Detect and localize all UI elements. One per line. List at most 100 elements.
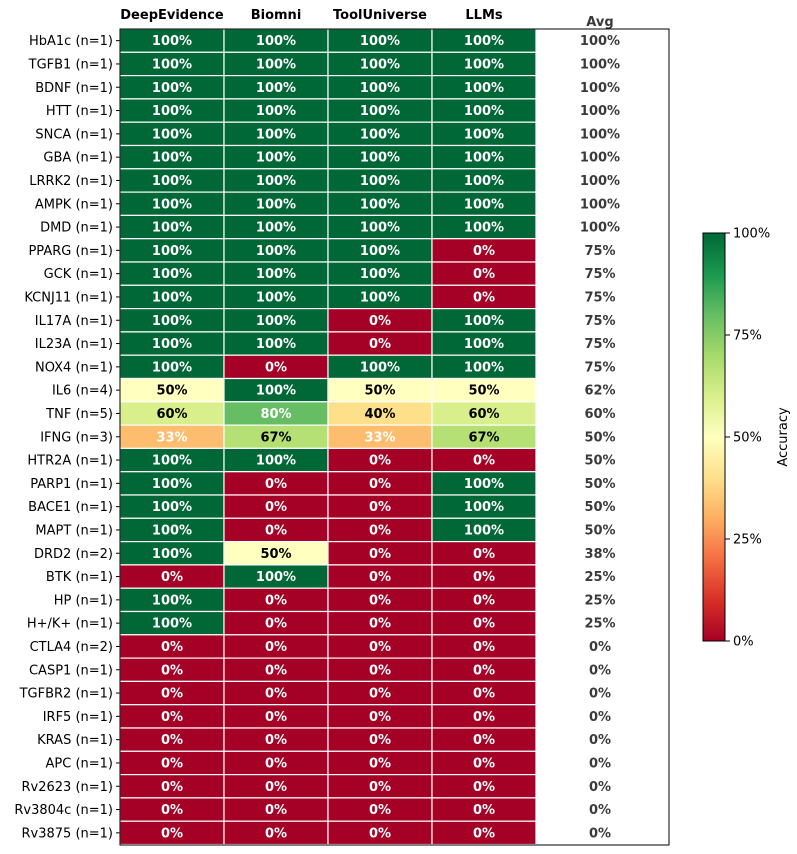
cell-label: 100% [464, 174, 504, 189]
cell-label: 0% [473, 570, 495, 585]
cell-label: 100% [256, 174, 296, 189]
cell-label: 100% [152, 314, 192, 329]
cell-label: 100% [152, 593, 192, 608]
cell-label: 0% [265, 523, 287, 538]
cell-label: 67% [468, 430, 499, 445]
cell-label: 0% [265, 687, 287, 702]
row-label: BDNF (n=1) [35, 81, 113, 96]
cell-label: 0% [369, 803, 391, 818]
colorbar-tick-label: 75% [733, 329, 762, 344]
cell-label: 0% [473, 290, 495, 305]
cell-label: 100% [360, 221, 400, 236]
cell-label: 100% [464, 221, 504, 236]
cell-label: 0% [161, 733, 183, 748]
avg-value: 60% [584, 407, 615, 422]
avg-value: 25% [584, 593, 615, 608]
avg-value: 0% [589, 710, 611, 725]
colorbar-tick-label: 50% [733, 431, 762, 446]
cell-label: 0% [369, 314, 391, 329]
cell-label: 0% [265, 780, 287, 795]
avg-value: 62% [584, 384, 615, 399]
cell-label: 100% [360, 127, 400, 142]
row-label: BACE1 (n=1) [28, 500, 113, 515]
cell-label: 100% [152, 34, 192, 49]
cell-label: 0% [369, 617, 391, 632]
cell-label: 0% [473, 826, 495, 841]
cell-label: 33% [364, 430, 395, 445]
row-label: HbA1c (n=1) [29, 34, 113, 49]
row-label: PPARG (n=1) [28, 244, 113, 259]
cell-label: 0% [265, 593, 287, 608]
row-labels: HbA1c (n=1) TGFB1 (n=1) BDNF (n=1) HTT (n=1… [14, 34, 120, 841]
cell-label: 100% [464, 57, 504, 72]
row-label: TNF (n=5) [45, 407, 113, 422]
avg-value: 100% [580, 197, 620, 212]
column-header: ToolUniverse [333, 8, 427, 23]
cell-label: 0% [369, 663, 391, 678]
cell-label: 0% [369, 687, 391, 702]
avg-header: Avg [586, 15, 613, 30]
row-label: GBA (n=1) [43, 151, 113, 166]
cell-label: 0% [265, 617, 287, 632]
row-label: HP (n=1) [54, 593, 113, 608]
row-label: DMD (n=1) [40, 221, 113, 236]
cell-label: 100% [464, 337, 504, 352]
cell-label: 100% [464, 523, 504, 538]
cell-label: 0% [473, 803, 495, 818]
cell-label: 0% [161, 663, 183, 678]
row-label: IL17A (n=1) [35, 314, 113, 329]
cell-label: 100% [256, 384, 296, 399]
cell-label: 50% [364, 384, 395, 399]
avg-value: 0% [589, 687, 611, 702]
avg-column: Avg 100% 100% 100% 100% 100% 100% 100% 100% 100%… [580, 15, 620, 841]
cell-label: 0% [473, 663, 495, 678]
row-label: TGFBR2 (n=1) [19, 687, 113, 702]
avg-value: 38% [584, 547, 615, 562]
cell-label: 100% [152, 197, 192, 212]
avg-value: 50% [584, 454, 615, 469]
cell-label: 100% [152, 547, 192, 562]
cell-label: 0% [369, 500, 391, 515]
row-label: APC (n=1) [46, 756, 114, 771]
cell-label: 50% [156, 384, 187, 399]
row-label: LRRK2 (n=1) [29, 174, 113, 189]
cell-label: 100% [152, 267, 192, 282]
cell-label: 0% [161, 826, 183, 841]
cell-label: 100% [360, 360, 400, 375]
cell-label: 100% [152, 360, 192, 375]
cell-label: 0% [265, 710, 287, 725]
colorbar-tick-label: 25% [733, 533, 762, 548]
cell-label: 100% [464, 34, 504, 49]
cell-label: 100% [152, 151, 192, 166]
cell-label: 100% [360, 57, 400, 72]
cell-label: 100% [256, 221, 296, 236]
cell-label: 100% [152, 244, 192, 259]
cell-label: 0% [161, 570, 183, 585]
cell-label: 0% [369, 640, 391, 655]
row-label: CTLA4 (n=2) [30, 640, 113, 655]
cell-label: 100% [464, 477, 504, 492]
row-label: KRAS (n=1) [37, 733, 113, 748]
cell-label: 33% [156, 430, 187, 445]
cell-label: 0% [369, 570, 391, 585]
cell-label: 100% [256, 454, 296, 469]
avg-value: 0% [589, 826, 611, 841]
row-label: IFNG (n=3) [40, 430, 113, 445]
avg-value: 0% [589, 803, 611, 818]
avg-value: 0% [589, 733, 611, 748]
row-label: GCK (n=1) [44, 267, 113, 282]
row-label: SNCA (n=1) [35, 127, 113, 142]
avg-value: 0% [589, 663, 611, 678]
cell-label: 100% [464, 197, 504, 212]
cell-label: 40% [364, 407, 395, 422]
column-header: Biomni [251, 8, 302, 23]
cell-label: 100% [464, 127, 504, 142]
cell-label: 100% [360, 290, 400, 305]
avg-value: 0% [589, 780, 611, 795]
avg-value: 100% [580, 104, 620, 119]
cell-label: 100% [360, 174, 400, 189]
cell-label: 100% [152, 221, 192, 236]
avg-value: 100% [580, 151, 620, 166]
cell-label: 0% [473, 547, 495, 562]
cell-label: 100% [464, 500, 504, 515]
